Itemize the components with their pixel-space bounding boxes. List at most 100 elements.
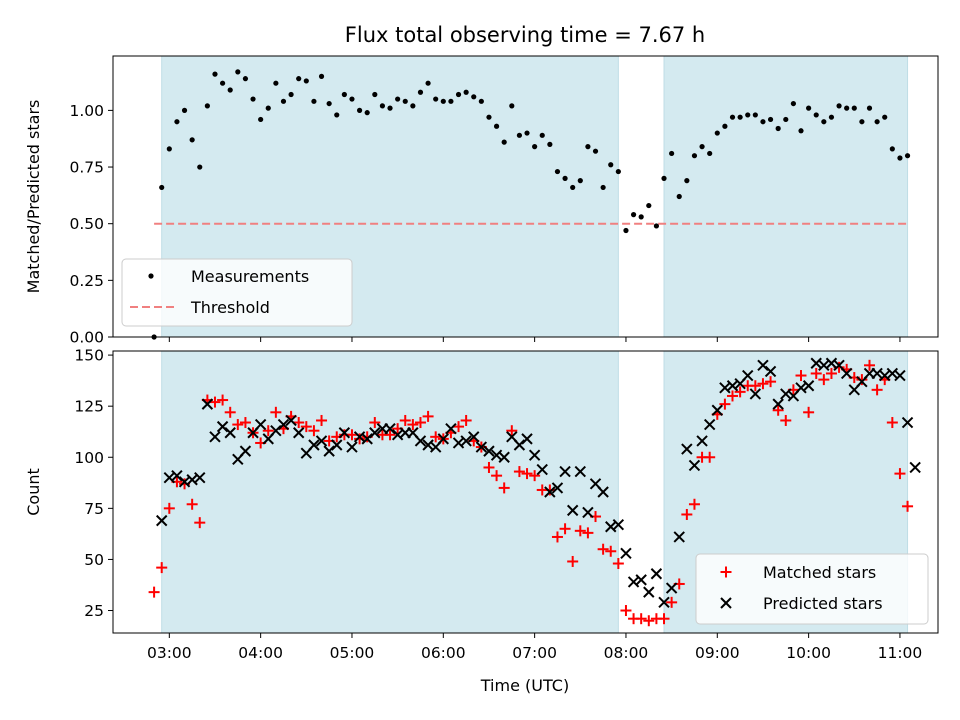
predicted-point: [901, 416, 914, 429]
measurement-point: [493, 123, 500, 129]
measurement-point: [874, 119, 880, 125]
matched-point: [186, 498, 198, 510]
x-tick-label: 04:00: [238, 644, 283, 662]
y-tick-label: 0.25: [69, 272, 104, 290]
predicted-point: [468, 431, 480, 443]
ratio-panel: 0.00 0.25 0.50 0.75 1.00 Matched/Predicted s…: [24, 55, 939, 347]
predicted-point: [696, 435, 708, 447]
matched-point: [643, 615, 655, 627]
matched-point: [460, 414, 472, 426]
x-axis-label: Time (UTC): [480, 676, 569, 695]
matched-point: [521, 468, 533, 480]
matched-point: [156, 562, 168, 574]
matched-point: [635, 613, 647, 625]
predicted-point: [566, 504, 579, 517]
ratio-legend: Measurements Threshold: [121, 258, 353, 327]
count-panel-ylabel: Count: [24, 468, 43, 516]
predicted-point: [703, 418, 716, 431]
ratio-panel-frame: [112, 55, 939, 338]
predicted-point: [254, 418, 267, 431]
measurement-point: [387, 105, 393, 111]
measurement-point: [813, 112, 819, 118]
measurement-point: [433, 96, 439, 102]
matched-point: [757, 378, 769, 390]
predicted-point: [673, 531, 685, 543]
measurement-point: [235, 69, 241, 75]
measurement-point: [181, 107, 188, 113]
measurement-point: [524, 130, 530, 136]
measurement-point: [516, 132, 523, 138]
measurement-point: [707, 150, 713, 157]
predicted-point: [536, 463, 548, 476]
measurement-point: [395, 96, 401, 102]
matched-point: [316, 414, 328, 426]
y-tick-label: 0.00: [69, 329, 104, 347]
measurement-point: [417, 89, 424, 95]
predicted-point: [681, 443, 693, 455]
matched-point: [430, 431, 442, 443]
measurement-point: [478, 98, 484, 104]
predicted-point: [772, 398, 784, 410]
y-tick-label: 1.00: [69, 102, 104, 120]
x-tick-label: 10:00: [786, 644, 831, 662]
measurement-point: [532, 144, 538, 150]
y-tick-label: 25: [84, 602, 104, 620]
matched-point: [871, 384, 883, 396]
predicted-point: [665, 582, 678, 594]
predicted-point: [658, 596, 670, 609]
measurement-point: [623, 227, 629, 234]
legend-marker-measurements: [148, 273, 154, 279]
predicted-point: [513, 439, 526, 451]
measurement-point: [760, 119, 766, 125]
measurement-point: [326, 100, 332, 107]
measurement-point: [828, 114, 835, 120]
matched-point: [818, 374, 830, 386]
matched-point: [681, 508, 693, 520]
predicted-point: [277, 418, 290, 431]
predicted-point: [224, 427, 236, 439]
matched-point: [825, 367, 837, 379]
predicted-point: [582, 506, 594, 519]
y-tick-label: 0.50: [69, 215, 104, 233]
matched-point: [483, 461, 495, 473]
matched-point: [293, 417, 305, 429]
measurement-point: [775, 125, 781, 132]
matched-point: [658, 613, 670, 625]
matched-point: [369, 417, 381, 429]
predicted-point: [840, 367, 853, 380]
matched-point: [262, 425, 274, 437]
legend-label-measurements: Measurements: [191, 267, 309, 286]
predicted-point: [292, 427, 305, 439]
predicted-point: [475, 441, 488, 453]
measurement-point: [577, 178, 583, 184]
matched-point: [886, 417, 898, 429]
measurement-point: [904, 153, 911, 159]
matched-point: [224, 406, 236, 418]
x-tick-label: 06:00: [421, 644, 466, 662]
measurement-point: [653, 223, 660, 229]
measurement-point: [790, 100, 796, 107]
y-tick-label: 100: [74, 449, 104, 467]
predicted-point: [757, 359, 769, 372]
measurement-point: [349, 96, 355, 102]
measurement-point: [646, 202, 652, 209]
x-tick-label: 03:00: [147, 644, 192, 662]
matched-point: [513, 466, 525, 478]
predicted-point: [620, 547, 632, 560]
measurement-point: [562, 175, 568, 181]
matched-point: [559, 523, 571, 535]
predicted-point: [201, 398, 214, 410]
measurement-point: [425, 80, 431, 86]
measurement-point: [219, 80, 226, 86]
measurement-point: [174, 119, 180, 125]
predicted-point: [384, 422, 396, 435]
matched-point: [217, 394, 229, 406]
figure-title: Flux total observing time = 7.67 h: [345, 23, 705, 47]
measurement-point: [844, 105, 850, 111]
matched-point: [666, 596, 678, 608]
measurement-point: [547, 141, 553, 147]
matched-point: [567, 555, 579, 567]
count-panel: 03:00 04:00 05:00 06:00 07:00 08:00 09:00 10:00…: [24, 347, 939, 662]
matched-point: [414, 417, 426, 429]
matched-point: [148, 586, 160, 598]
